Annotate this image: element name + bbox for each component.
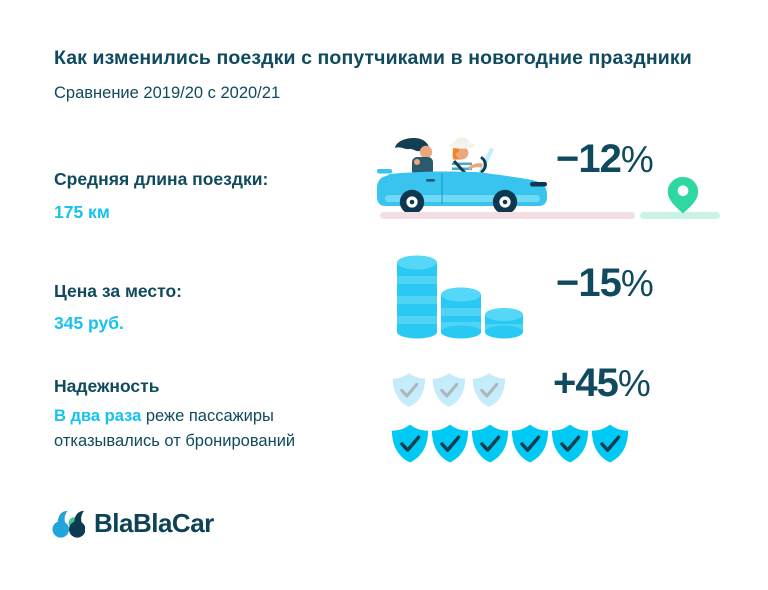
reliability-note: В два раза реже пассажиры отказывались о… (54, 404, 295, 454)
brand-logo: BlaBlaCar (52, 508, 214, 539)
percent-sign: % (620, 139, 654, 180)
location-pin-icon (667, 176, 699, 214)
shield-check-icon (432, 373, 466, 407)
reliability-note-line1: В два раза реже пассажиры (54, 404, 295, 429)
reliability-highlight: В два раза (54, 407, 142, 425)
destination-line (640, 212, 720, 219)
trip-length-change: −12% (556, 138, 654, 181)
road-line (380, 212, 635, 219)
percent-sign: % (620, 263, 654, 304)
coin-stack-short (485, 308, 523, 339)
seat-price-change: −15% (556, 262, 654, 305)
shield-check-icon (471, 424, 509, 463)
shield-check-icon (431, 424, 469, 463)
shield-check-icon (392, 373, 426, 407)
trip-length-label: Средняя длина поездки: (54, 169, 269, 189)
reliability-note-line2: отказывались от бронирований (54, 432, 296, 450)
reliability-label: Надежность (54, 376, 160, 396)
shields-pale-row (392, 372, 506, 408)
change-number: +45 (553, 361, 619, 405)
brand-logo-text: BlaBlaCar (94, 508, 214, 538)
coin-stacks-illustration (397, 255, 523, 339)
page-subtitle: Сравнение 2019/20 с 2020/21 (54, 84, 281, 102)
shield-check-icon (391, 424, 429, 463)
rear-wheel (399, 189, 425, 215)
car-with-passengers-illustration (377, 137, 547, 215)
reliability-note-rest: реже пассажиры (141, 407, 274, 425)
coin-stack-medium (441, 287, 481, 339)
shield-check-icon (472, 373, 506, 407)
shields-bright-row (391, 423, 629, 464)
percent-sign: % (617, 363, 651, 404)
shield-check-icon (551, 424, 589, 463)
front-wheel (492, 189, 518, 215)
change-number: −15 (556, 261, 622, 305)
reliability-change: +45% (553, 362, 651, 405)
coin-stack-tall (397, 255, 437, 339)
shield-check-icon (591, 424, 629, 463)
trip-length-value: 175 км (54, 202, 110, 222)
change-number: −12 (556, 137, 622, 181)
seat-price-value: 345 руб. (54, 313, 124, 333)
blablacar-quotes-logo-icon (52, 510, 85, 538)
page-title: Как изменились поездки с попутчиками в н… (54, 47, 692, 69)
seat-price-label: Цена за место: (54, 281, 182, 301)
shield-check-icon (511, 424, 549, 463)
